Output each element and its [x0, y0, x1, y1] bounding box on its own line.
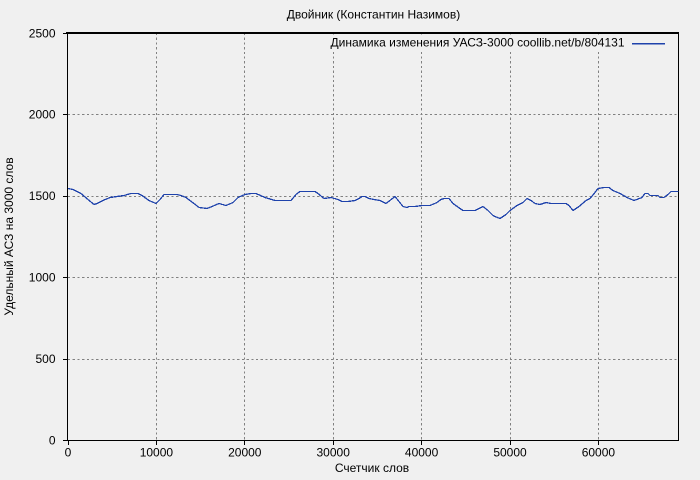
- svg-text:Удельный АСЗ на 3000 слов: Удельный АСЗ на 3000 слов: [2, 157, 16, 315]
- svg-text:2500: 2500: [29, 26, 56, 40]
- svg-text:20000: 20000: [228, 446, 262, 460]
- svg-text:1500: 1500: [29, 189, 56, 203]
- svg-text:60000: 60000: [582, 446, 616, 460]
- svg-text:Счетчик слов: Счетчик слов: [335, 461, 409, 475]
- svg-text:Динамика изменения УАСЗ-3000 c: Динамика изменения УАСЗ-3000 coollib.net…: [331, 36, 625, 50]
- svg-text:0: 0: [65, 446, 72, 460]
- svg-text:50000: 50000: [493, 446, 527, 460]
- svg-text:30000: 30000: [317, 446, 351, 460]
- svg-text:10000: 10000: [140, 446, 174, 460]
- svg-text:500: 500: [35, 352, 55, 366]
- svg-text:2000: 2000: [29, 108, 56, 122]
- svg-text:0: 0: [49, 433, 56, 447]
- svg-text:40000: 40000: [405, 446, 439, 460]
- svg-text:Двойник (Константин Назимов): Двойник (Константин Назимов): [287, 8, 460, 22]
- svg-text:1000: 1000: [29, 271, 56, 285]
